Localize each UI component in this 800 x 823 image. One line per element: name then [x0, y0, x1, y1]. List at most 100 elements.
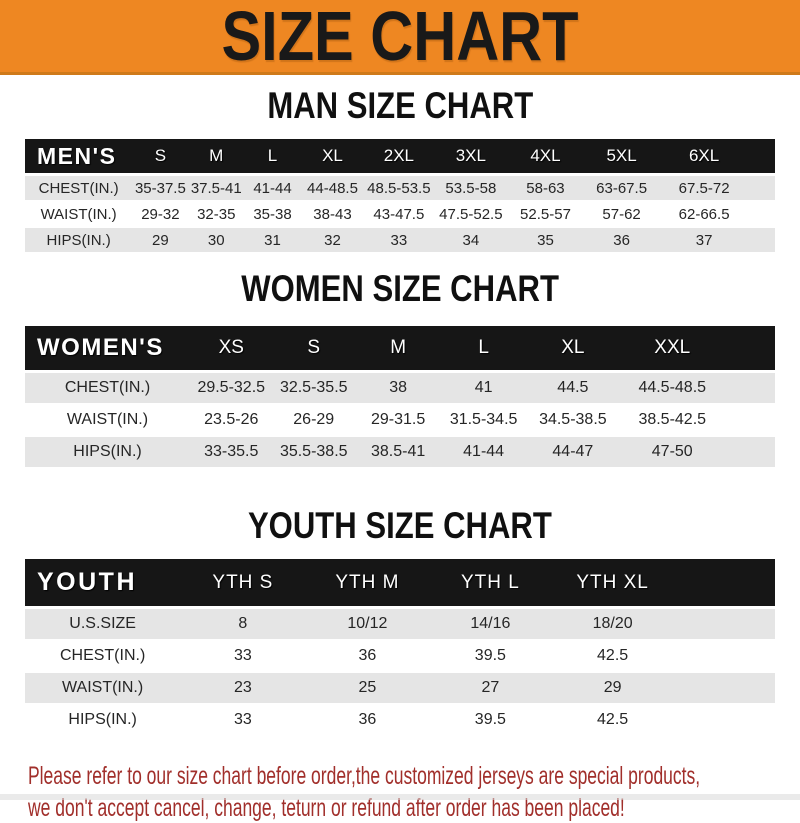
- size-value-cell: 14/16: [429, 607, 552, 641]
- filler-cell: [673, 672, 775, 705]
- size-column-header: 2XL: [363, 139, 434, 176]
- size-value-cell: 33: [363, 227, 434, 254]
- size-value-cell: 36: [305, 704, 430, 737]
- filler-cell: [724, 326, 775, 373]
- filler-cell: [673, 704, 775, 737]
- size-column-header: YTH XL: [551, 559, 674, 609]
- row-label-cell: WAIST(IN.): [25, 404, 190, 437]
- size-chart-banner: SIZE CHART: [0, 0, 800, 75]
- size-value-cell: 34.5-38.5: [526, 404, 620, 437]
- size-value-cell: 39.5: [429, 640, 552, 673]
- size-value-cell: 57-62: [582, 201, 661, 228]
- size-column-header: XS: [190, 326, 273, 373]
- filler-cell: [747, 139, 775, 176]
- bottom-edge-shadow: [0, 794, 800, 800]
- size-value-cell: 53.5-58: [433, 174, 508, 202]
- size-value-cell: 38.5-41: [355, 436, 442, 469]
- size-value-cell: 44.5-48.5: [619, 371, 725, 405]
- size-column-header: XL: [526, 326, 620, 373]
- measurement-row: CHEST(IN.) 35-37.5 37.5-41 41-44 44-48.5 48.5…: [25, 174, 775, 202]
- man-size-chart-title: MAN SIZE CHART: [0, 87, 800, 125]
- youth-size-chart-section: YOUTH SIZE CHART YOUTH YTH S YTH M YTH L YTH…: [0, 507, 800, 737]
- size-value-cell: 34: [433, 227, 508, 254]
- size-value-cell: 33: [180, 640, 306, 673]
- table-name-cell: WOMEN'S: [25, 326, 190, 373]
- filler-cell: [673, 640, 775, 673]
- size-value-cell: 35-37.5: [132, 174, 189, 202]
- size-value-cell: 32-35: [188, 201, 244, 228]
- filler-cell: [747, 227, 775, 254]
- size-column-header: L: [441, 326, 526, 373]
- size-column-header: 4XL: [507, 139, 583, 176]
- size-value-cell: 8: [180, 607, 306, 641]
- filler-cell: [724, 371, 775, 405]
- size-value-cell: 42.5: [551, 640, 674, 673]
- women-size-chart-title-text: WOMEN SIZE CHART: [241, 268, 559, 309]
- row-label-cell: HIPS(IN.): [25, 704, 181, 737]
- size-value-cell: 31.5-34.5: [441, 404, 526, 437]
- size-value-cell: 38.5-42.5: [619, 404, 725, 437]
- size-column-header: M: [188, 139, 244, 176]
- size-column-header: XXL: [619, 326, 725, 373]
- size-value-cell: 41-44: [441, 436, 526, 469]
- size-value-cell: 47.5-52.5: [433, 201, 508, 228]
- size-header-row: YOUTH YTH S YTH M YTH L YTH XL: [25, 559, 775, 609]
- mens-size-table: MEN'S S M L XL 2XL 3XL 4XL 5XL 6XL CHEST(IN.) 35-37…: [25, 139, 775, 254]
- size-value-cell: 29.5-32.5: [190, 371, 273, 405]
- measurement-row: HIPS(IN.) 33-35.5 35.5-38.5 38.5-41 41-44 44-…: [25, 436, 775, 469]
- size-value-cell: 36: [582, 227, 661, 254]
- size-value-cell: 44.5: [526, 371, 620, 405]
- size-value-cell: 10/12: [305, 607, 430, 641]
- size-value-cell: 44-47: [526, 436, 620, 469]
- size-value-cell: 58-63: [507, 174, 583, 202]
- size-value-cell: 42.5: [551, 704, 674, 737]
- size-value-cell: 29: [132, 227, 189, 254]
- order-notice: Please refer to our size chart before or…: [28, 761, 800, 823]
- womens-size-table: WOMEN'S XS S M L XL XXL CHEST(IN.) 29.5-32.5 32.5…: [25, 326, 775, 469]
- man-size-chart-section: MAN SIZE CHART MEN'S S M L XL 2XL 3XL 4XL 5XL 6XL…: [0, 87, 800, 254]
- size-value-cell: 18/20: [551, 607, 674, 641]
- size-column-header: S: [272, 326, 355, 373]
- row-label-cell: HIPS(IN.): [25, 436, 190, 469]
- size-value-cell: 26-29: [272, 404, 355, 437]
- size-value-cell: 38: [355, 371, 442, 405]
- size-column-header: 6XL: [660, 139, 748, 176]
- size-value-cell: 32: [301, 227, 364, 254]
- table-name-cell: YOUTH: [25, 559, 181, 609]
- size-value-cell: 25: [305, 672, 430, 705]
- women-size-chart-title: WOMEN SIZE CHART: [0, 270, 800, 308]
- size-header-row: MEN'S S M L XL 2XL 3XL 4XL 5XL 6XL: [25, 139, 775, 176]
- size-value-cell: 48.5-53.5: [363, 174, 434, 202]
- size-value-cell: 38-43: [301, 201, 364, 228]
- row-label-cell: WAIST(IN.): [25, 672, 181, 705]
- size-column-header: M: [355, 326, 442, 373]
- size-value-cell: 41: [441, 371, 526, 405]
- measurement-row: CHEST(IN.) 29.5-32.5 32.5-35.5 38 41 44.5 44.5…: [25, 371, 775, 405]
- size-value-cell: 29: [551, 672, 674, 705]
- row-label-cell: WAIST(IN.): [25, 201, 133, 228]
- size-header-row: WOMEN'S XS S M L XL XXL: [25, 326, 775, 373]
- table-name-cell: MEN'S: [25, 139, 133, 176]
- size-value-cell: 37: [660, 227, 748, 254]
- size-value-cell: 33-35.5: [190, 436, 273, 469]
- size-value-cell: 29-32: [132, 201, 189, 228]
- filler-cell: [724, 404, 775, 437]
- measurement-row: WAIST(IN.) 23 25 27 29: [25, 672, 775, 705]
- size-column-header: YTH L: [429, 559, 552, 609]
- measurement-row: HIPS(IN.) 29 30 31 32 33 34 35 36 37: [25, 227, 775, 254]
- size-column-header: 3XL: [433, 139, 508, 176]
- women-size-chart-section: WOMEN SIZE CHART WOMEN'S XS S M L XL XXL CHEST(…: [0, 270, 800, 469]
- youth-size-chart-title: YOUTH SIZE CHART: [0, 507, 800, 545]
- size-value-cell: 23.5-26: [190, 404, 273, 437]
- youth-size-chart-title-text: YOUTH SIZE CHART: [248, 505, 552, 546]
- filler-cell: [673, 559, 775, 609]
- size-column-header: YTH S: [180, 559, 306, 609]
- size-column-header: YTH M: [305, 559, 430, 609]
- size-value-cell: 35: [507, 227, 583, 254]
- measurement-row: CHEST(IN.) 33 36 39.5 42.5: [25, 640, 775, 673]
- page-title: SIZE CHART: [221, 0, 579, 75]
- size-value-cell: 30: [188, 227, 244, 254]
- size-value-cell: 63-67.5: [582, 174, 661, 202]
- size-value-cell: 27: [429, 672, 552, 705]
